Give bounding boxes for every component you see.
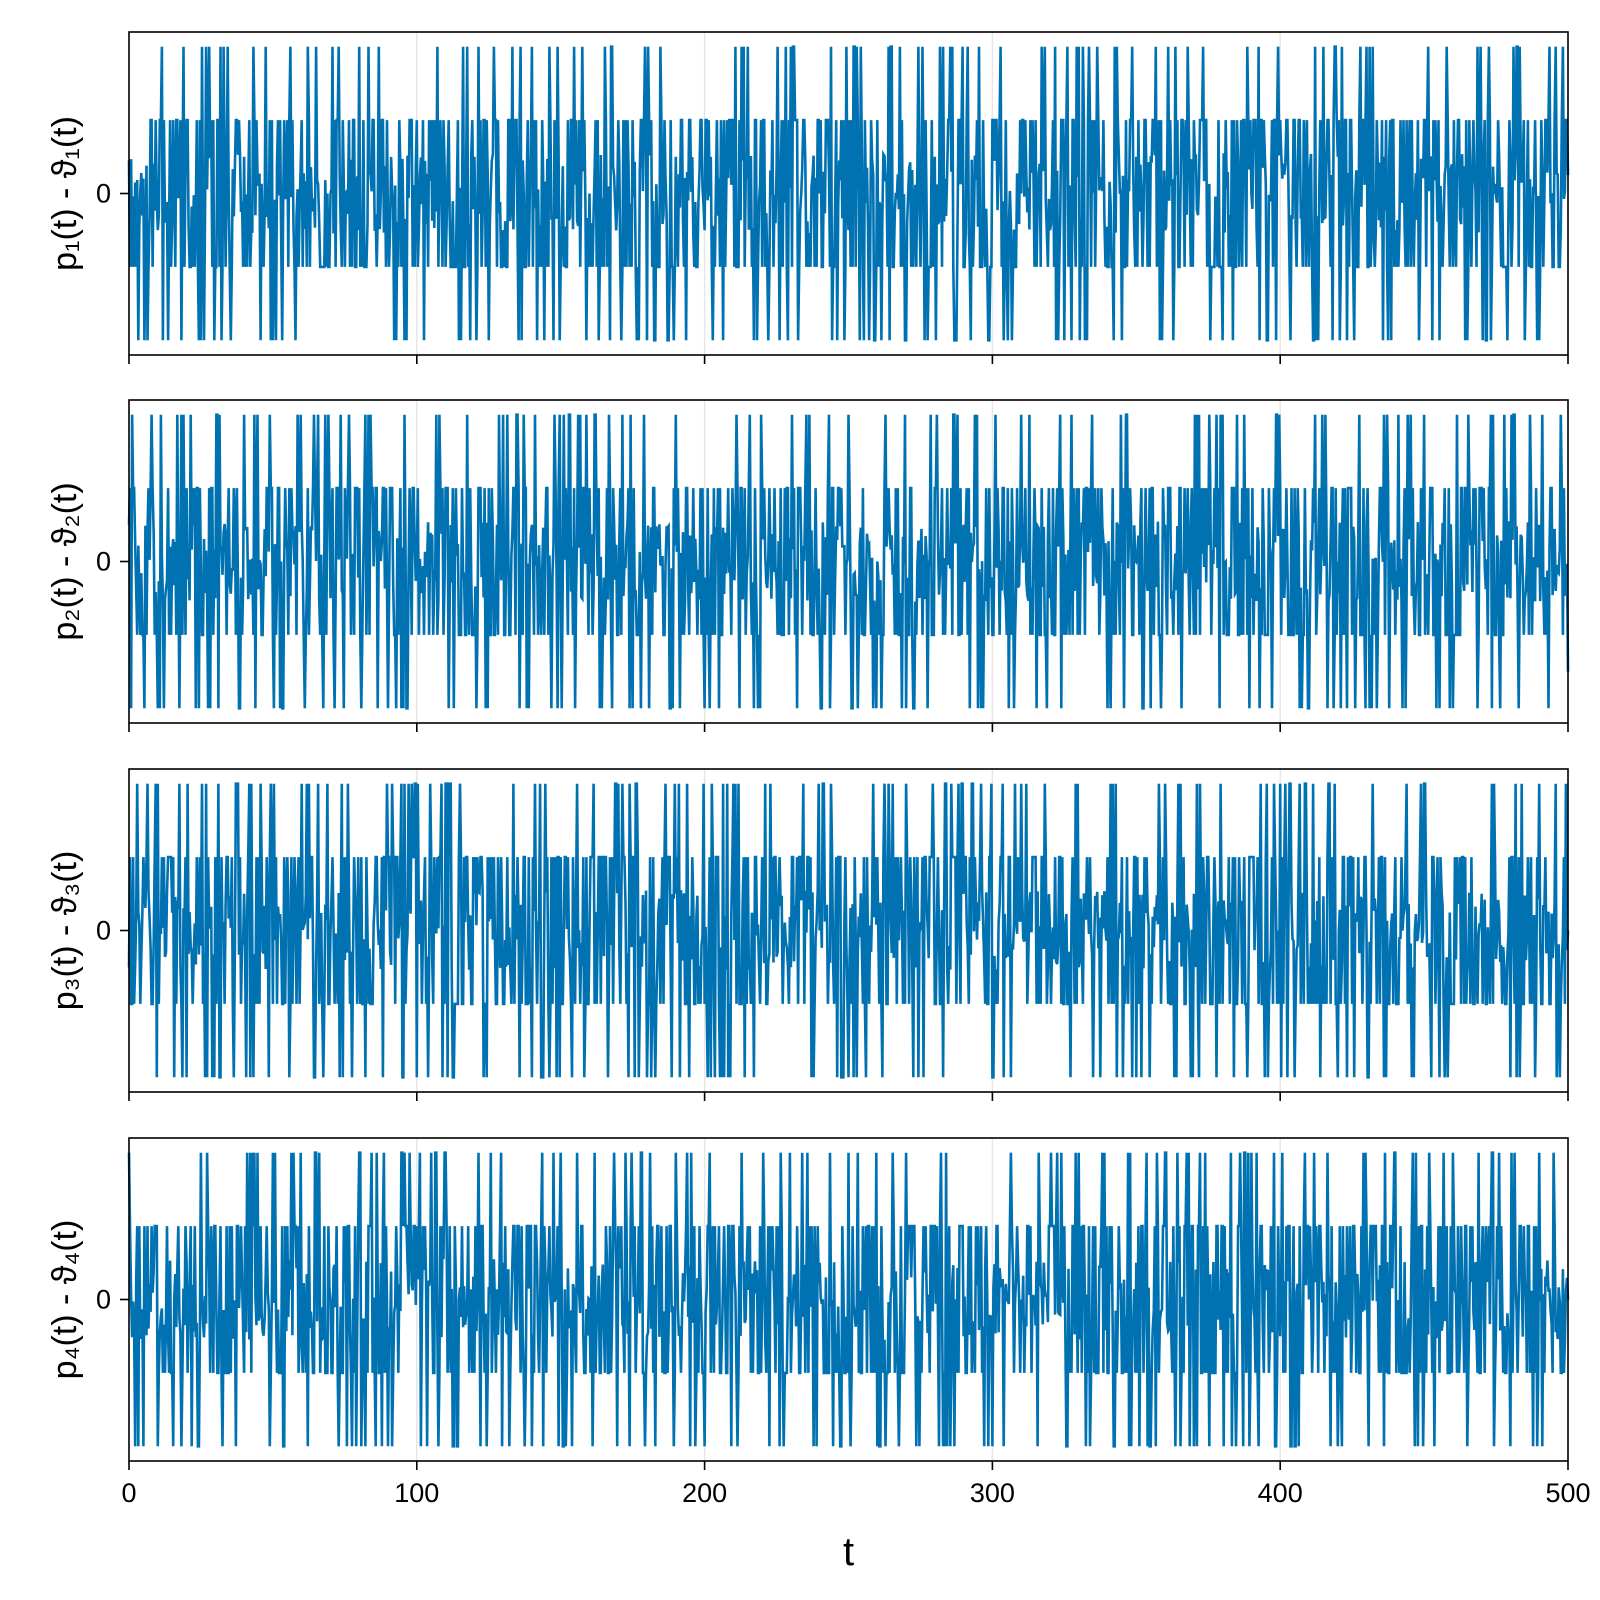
panel-2: 0 p₂(t) - ϑ₂(t) — [46, 399, 1570, 732]
series-line — [127, 1151, 1570, 1448]
series-line — [127, 782, 1570, 1079]
series-line — [127, 413, 1570, 710]
x-tick-label: 400 — [1258, 1478, 1303, 1508]
y-tick-label: 0 — [96, 916, 111, 946]
panel-4: 0 p₄(t) - ϑ₄(t) 0 100 200 300 400 500 — [46, 1137, 1591, 1508]
y-axis-label: p₄(t) - ϑ₄(t) — [46, 1220, 84, 1380]
x-tick-label: 300 — [970, 1478, 1015, 1508]
y-tick-label: 0 — [96, 1285, 111, 1315]
x-tick-label: 200 — [682, 1478, 727, 1508]
x-axis-label: t — [843, 1530, 854, 1574]
panel-1: 0 p₁(t) - ϑ₁(t) — [46, 31, 1570, 364]
y-tick-label: 0 — [96, 547, 111, 577]
x-tick-label: 100 — [394, 1478, 439, 1508]
panel-3: 0 p₃(t) - ϑ₃(t) — [46, 768, 1570, 1101]
y-axis-label: p₁(t) - ϑ₁(t) — [46, 116, 84, 271]
series-line — [127, 45, 1570, 342]
y-tick-label: 0 — [96, 179, 111, 209]
y-axis-label: p₃(t) - ϑ₃(t) — [46, 851, 84, 1011]
y-axis-label: p₂(t) - ϑ₂(t) — [46, 482, 84, 640]
x-tick-label: 500 — [1545, 1478, 1590, 1508]
x-tick-label: 0 — [121, 1478, 136, 1508]
